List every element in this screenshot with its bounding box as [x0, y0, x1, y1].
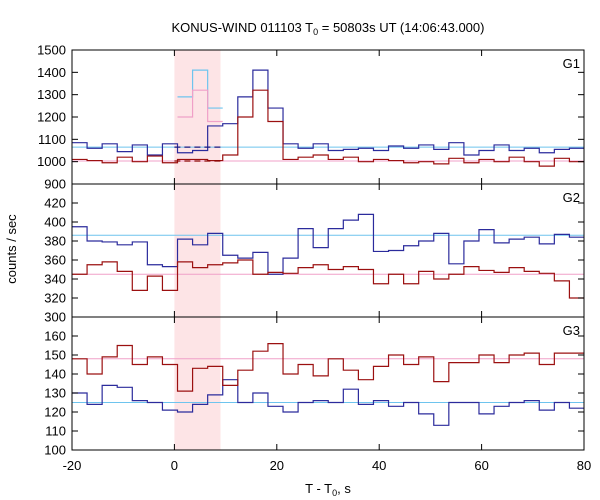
panel-g2-y-tick-label: 420 — [44, 196, 66, 211]
x-tick-label: -20 — [63, 458, 82, 473]
panel-g1-series-1 — [72, 69, 584, 156]
panel-g3-y-tick-label: 150 — [44, 348, 66, 363]
y-axis-label: counts / sec — [4, 214, 19, 284]
panel-g3-y-tick-label: 110 — [45, 424, 66, 439]
panel-g3-y-tick-label: 120 — [44, 405, 66, 420]
panel-g1-label: G1 — [563, 56, 580, 71]
panel-g1-frame — [71, 49, 585, 185]
panel-g1-y-tick-label: 1100 — [38, 132, 66, 147]
x-tick-label: 0 — [171, 458, 178, 473]
panel-g3-series-1 — [72, 379, 584, 426]
panel-g1-burst-series-2 — [177, 89, 223, 123]
x-tick-label: 80 — [577, 458, 591, 473]
panel-g1-burst-series-1 — [177, 69, 223, 109]
panel-g3-y-tick-label: 140 — [44, 367, 66, 382]
panel-g3-y-tick-label: 130 — [44, 386, 66, 401]
panel-g3-y-tick-label: 100 — [44, 443, 66, 458]
panel-g1-series-2 — [72, 89, 584, 167]
panel-g2-y-tick-label: 300 — [44, 310, 66, 325]
panel-g1-y-tick-label: 1200 — [37, 110, 66, 125]
panel-g1-y-tick-label: 1300 — [37, 87, 66, 102]
x-tick-label: 60 — [474, 458, 488, 473]
x-tick-label: 20 — [270, 458, 284, 473]
x-axis-label: T - T0, s — [305, 481, 351, 498]
panel-g2-frame — [71, 183, 585, 318]
panel-g2-label: G2 — [563, 190, 580, 205]
panel-g3-series-2 — [72, 343, 584, 392]
panel-g1-y-tick-label: 1000 — [37, 154, 66, 169]
panel-g3-frame — [71, 316, 585, 451]
panel-g1-y-tick-label: 1500 — [37, 43, 66, 58]
panel-g3-y-tick-label: 160 — [44, 329, 66, 344]
panel-g1-y-tick-label: 1400 — [37, 65, 66, 80]
panel-g3-label: G3 — [563, 323, 580, 338]
panel-g2-y-tick-label: 380 — [44, 234, 66, 249]
panel-g2-y-tick-label: 340 — [44, 272, 66, 287]
x-tick-label: 40 — [372, 458, 386, 473]
panel-g2-series-2 — [72, 259, 584, 299]
plot-area: 900100011001200130014001500G130032034036… — [37, 43, 591, 474]
panel-g2-y-tick-label: 400 — [44, 215, 66, 230]
burst-interval-shade — [174, 50, 221, 450]
panel-g1-y-tick-label: 900 — [44, 177, 66, 192]
panel-g2-y-tick-label: 320 — [44, 291, 66, 306]
panel-g2-y-tick-label: 360 — [44, 253, 66, 268]
panel-g2-series-1 — [72, 213, 584, 275]
chart-title: KONUS-WIND 011103 T0 = 50803s UT (14:06:… — [172, 20, 485, 37]
